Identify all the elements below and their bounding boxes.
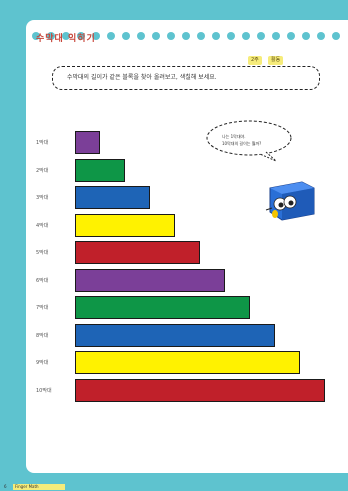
bar-label: 5막대	[36, 250, 49, 256]
number-bar[interactable]	[75, 213, 175, 237]
number-bar[interactable]	[75, 351, 300, 374]
instruction-text: 수막대의 길이가 같은 블록을 찾아 올려보고, 색칠해 보세요.	[67, 74, 217, 81]
bar-label: 6막대	[36, 277, 49, 284]
bar-label: 3막대	[36, 195, 49, 201]
bar-label: 4막대	[36, 222, 49, 229]
instruction-box: 수막대의 길이가 같은 블록을 찾아 올려보고, 색칠해 보세요.	[52, 66, 320, 90]
number-bar[interactable]	[75, 378, 325, 402]
number-bar[interactable]	[75, 158, 125, 182]
binder-dots-decoration	[32, 32, 340, 40]
page-number: 6	[4, 484, 7, 489]
bar-label: 7막대	[36, 305, 49, 311]
topic-badge: 활동	[268, 56, 284, 65]
speech-line-2: 10막대의 길이는 뭘까?	[222, 141, 262, 146]
speech-line-1: 나는 1막대야.	[222, 134, 246, 139]
bar-label: 8막대	[36, 332, 49, 339]
bar-label: 9막대	[36, 360, 49, 366]
number-bar[interactable]	[75, 268, 225, 292]
number-bar[interactable]	[75, 186, 150, 209]
number-bar[interactable]	[75, 131, 100, 154]
page-title: 수막대 익히기	[36, 34, 96, 44]
number-bar[interactable]	[75, 323, 275, 347]
number-bar[interactable]	[75, 241, 200, 264]
bar-label: 1막대	[36, 140, 49, 146]
number-bar[interactable]	[75, 296, 250, 319]
blue-block-mascot-icon	[265, 181, 315, 221]
speech-bubble-text: 나는 1막대야. 10막대의 길이는 뭘까?	[222, 133, 292, 147]
footer-series-label: Finger Math	[13, 484, 65, 490]
bar-label: 10막대	[36, 387, 52, 394]
speech-bubble	[206, 120, 292, 162]
bar-label: 2막대	[36, 167, 49, 174]
grade-badge: 2주	[248, 56, 262, 65]
